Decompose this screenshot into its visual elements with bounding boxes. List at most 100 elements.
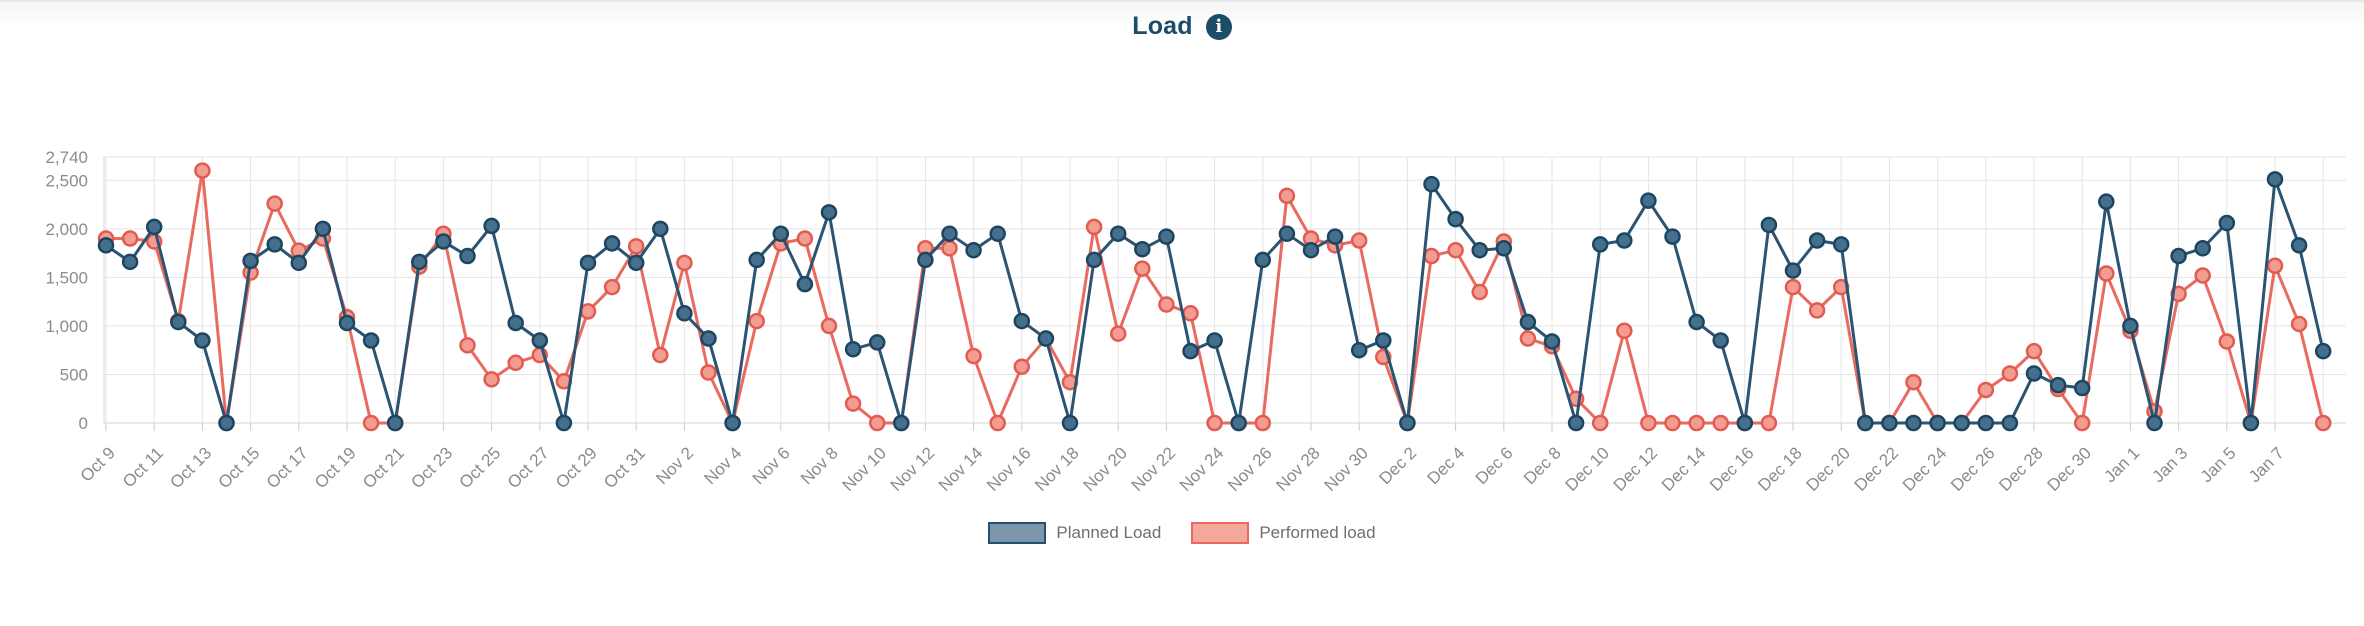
performed-load-point[interactable] xyxy=(1254,414,1272,432)
planned-load-point[interactable] xyxy=(1085,251,1103,269)
planned-load-point[interactable] xyxy=(1471,241,1488,259)
performed-load-point[interactable] xyxy=(2025,342,2043,360)
planned-load-point[interactable] xyxy=(483,217,500,235)
performed-load-point[interactable] xyxy=(1760,414,1778,432)
performed-load-point[interactable] xyxy=(266,195,283,212)
performed-load-point[interactable] xyxy=(1664,414,1681,432)
planned-load-point[interactable] xyxy=(700,330,717,347)
planned-load-point[interactable] xyxy=(941,225,958,242)
planned-load-point[interactable] xyxy=(796,275,814,293)
planned-load-point[interactable] xyxy=(2242,414,2260,432)
planned-load-point[interactable] xyxy=(1543,333,1561,350)
planned-load-point[interactable] xyxy=(1158,228,1175,245)
planned-load-point[interactable] xyxy=(603,235,621,252)
performed-load-point[interactable] xyxy=(1905,373,1922,391)
planned-load-point[interactable] xyxy=(290,254,308,272)
performed-load-point[interactable] xyxy=(1688,414,1705,432)
info-icon[interactable]: i xyxy=(1205,13,1232,40)
performed-load-point[interactable] xyxy=(1278,187,1296,205)
performed-load-point[interactable] xyxy=(2290,315,2308,333)
planned-load-point[interactable] xyxy=(1375,332,1392,349)
planned-load-point[interactable] xyxy=(1664,228,1681,245)
performed-load-point[interactable] xyxy=(700,364,717,381)
legend-item-performed-load[interactable]: Performed load xyxy=(1191,522,1376,544)
performed-load-point[interactable] xyxy=(1134,260,1151,277)
performed-load-point[interactable] xyxy=(1616,322,1633,340)
planned-load-point[interactable] xyxy=(362,332,380,349)
planned-load-point[interactable] xyxy=(989,225,1006,242)
planned-load-point[interactable] xyxy=(1182,342,1199,360)
legend-item-planned-load[interactable]: Planned Load xyxy=(988,522,1161,544)
planned-load-point[interactable] xyxy=(1808,232,1826,249)
planned-load-point[interactable] xyxy=(121,253,139,271)
performed-load-point[interactable] xyxy=(1085,218,1103,236)
performed-load-point[interactable] xyxy=(844,395,862,412)
planned-load-point[interactable] xyxy=(1037,330,1055,347)
performed-load-point[interactable] xyxy=(603,278,621,296)
planned-load-point[interactable] xyxy=(1977,414,1995,432)
planned-load-point[interactable] xyxy=(507,314,524,332)
performed-load-point[interactable] xyxy=(194,162,211,179)
performed-load-point[interactable] xyxy=(483,371,500,388)
planned-load-point[interactable] xyxy=(1760,216,1778,234)
planned-load-point[interactable] xyxy=(772,225,790,242)
planned-load-point[interactable] xyxy=(97,237,115,254)
performed-load-point[interactable] xyxy=(1808,302,1826,319)
planned-load-point[interactable] xyxy=(1302,241,1320,259)
performed-load-point[interactable] xyxy=(652,346,669,364)
planned-load-point[interactable] xyxy=(555,414,573,432)
planned-load-point[interactable] xyxy=(242,252,259,270)
performed-load-point[interactable] xyxy=(965,347,982,365)
performed-load-point[interactable] xyxy=(2073,414,2091,432)
planned-load-point[interactable] xyxy=(314,220,332,238)
performed-load-point[interactable] xyxy=(2266,257,2284,274)
planned-load-point[interactable] xyxy=(2266,171,2284,188)
planned-load-point[interactable] xyxy=(2170,247,2187,265)
performed-load-point[interactable] xyxy=(362,414,380,432)
planned-load-point[interactable] xyxy=(1640,192,1657,209)
performed-load-point[interactable] xyxy=(2001,365,2019,382)
planned-load-point[interactable] xyxy=(2290,237,2308,254)
planned-load-point[interactable] xyxy=(1254,251,1272,269)
planned-load-point[interactable] xyxy=(2025,365,2043,382)
performed-load-point[interactable] xyxy=(868,414,886,432)
planned-load-point[interactable] xyxy=(965,241,982,259)
planned-load-point[interactable] xyxy=(218,414,235,432)
performed-load-point[interactable] xyxy=(1471,283,1488,301)
performed-load-point[interactable] xyxy=(507,354,524,372)
planned-load-point[interactable] xyxy=(844,340,862,358)
planned-load-point[interactable] xyxy=(1929,414,1946,432)
planned-load-point[interactable] xyxy=(917,251,934,269)
performed-load-point[interactable] xyxy=(1423,247,1440,265)
planned-load-point[interactable] xyxy=(1109,225,1127,242)
planned-load-point[interactable] xyxy=(1881,414,1898,432)
planned-load-point[interactable] xyxy=(338,314,356,332)
performed-load-point[interactable] xyxy=(2098,265,2115,282)
planned-load-point[interactable] xyxy=(724,414,741,432)
planned-load-point[interactable] xyxy=(1206,332,1223,349)
performed-load-point[interactable] xyxy=(796,230,814,247)
planned-load-point[interactable] xyxy=(1519,313,1537,331)
planned-load-point[interactable] xyxy=(435,233,452,250)
performed-load-point[interactable] xyxy=(2314,414,2332,432)
planned-load-point[interactable] xyxy=(2146,414,2163,432)
planned-load-point[interactable] xyxy=(266,236,283,253)
planned-load-point[interactable] xyxy=(2001,414,2019,432)
planned-load-point[interactable] xyxy=(1688,313,1705,331)
performed-load-point[interactable] xyxy=(2194,267,2211,284)
planned-load-point[interactable] xyxy=(820,204,838,221)
performed-load-point[interactable] xyxy=(459,337,476,354)
planned-load-point[interactable] xyxy=(1712,332,1729,349)
performed-load-point[interactable] xyxy=(1977,381,1995,399)
planned-load-point[interactable] xyxy=(2122,317,2139,335)
planned-load-point[interactable] xyxy=(531,332,549,349)
planned-load-point[interactable] xyxy=(411,253,428,271)
planned-load-point[interactable] xyxy=(1616,232,1633,249)
performed-load-point[interactable] xyxy=(1447,241,1464,259)
planned-load-point[interactable] xyxy=(652,220,669,238)
planned-load-point[interactable] xyxy=(1399,414,1416,432)
performed-load-point[interactable] xyxy=(748,312,765,330)
planned-load-point[interactable] xyxy=(170,313,187,331)
planned-load-point[interactable] xyxy=(1278,225,1296,242)
planned-load-point[interactable] xyxy=(145,218,163,236)
